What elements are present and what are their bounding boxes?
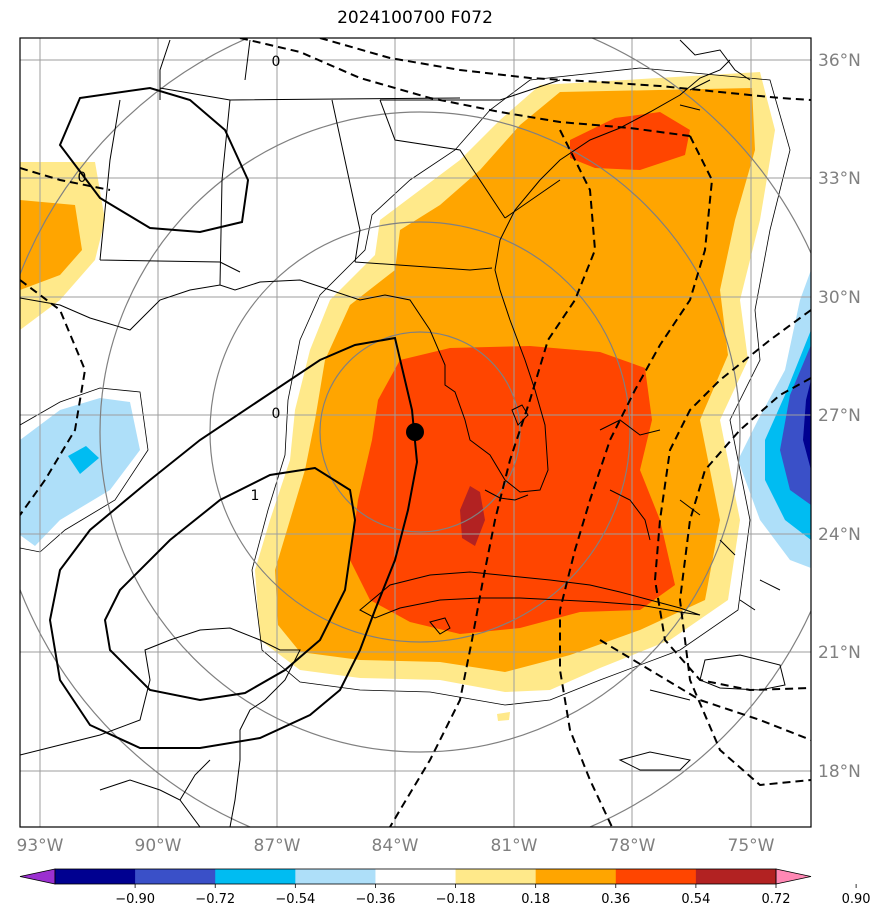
- lon-label: 75°W: [728, 836, 775, 856]
- lat-label: 21°N: [818, 643, 861, 663]
- fill-redorange-main: [350, 346, 675, 634]
- dashed-northwest: [20, 167, 111, 191]
- fill-royalblue-atlantic: [780, 345, 811, 505]
- fill-darkred-spot: [460, 486, 485, 546]
- positive-fill-layer: [20, 72, 775, 721]
- dashed-atlantic: [653, 309, 811, 692]
- bahamas: [599, 419, 781, 701]
- colorbar-label: −0.54: [275, 892, 315, 907]
- contour-one-track: [48, 336, 419, 749]
- colorbar-segment: [55, 869, 136, 884]
- colorbar-segment: [615, 869, 697, 884]
- lat-label: 36°N: [818, 51, 861, 71]
- contour-label-zero-3: 0: [272, 406, 281, 422]
- range-rings: [20, 38, 811, 827]
- dashed-trough-mid: [389, 129, 597, 827]
- contour-one-inner: [103, 466, 357, 702]
- colorbar-label: −0.90: [115, 892, 155, 907]
- map-title: 2024100700 F072: [337, 8, 493, 28]
- colorbar: −0.90 −0.72 −0.54 −0.36 −0.18 0.18 0.36 0.54 0.7…: [19, 868, 871, 907]
- colorbar-label: 0.36: [601, 892, 630, 907]
- longitude-labels: 93°W 90°W 87°W 84°W 81°W 78°W 75°W: [17, 836, 775, 856]
- lat-label: 24°N: [818, 525, 861, 545]
- dashed-ne-ridge: [319, 38, 811, 101]
- keys: [484, 489, 529, 501]
- colorbar-segment: [535, 869, 617, 884]
- lat-label: 27°N: [818, 406, 861, 426]
- fill-yellow-smallspot: [497, 712, 510, 721]
- fill-outline-gulf: [20, 387, 149, 553]
- gulf-coast: [20, 59, 731, 493]
- negative-fill-layer: [20, 270, 811, 568]
- lon-label: 78°W: [609, 836, 656, 856]
- florida-lake: [511, 404, 529, 426]
- colorbar-segment: [455, 869, 537, 884]
- colorbar-extend-left: [19, 868, 56, 885]
- isle-of-youth: [429, 617, 451, 635]
- map-frame: [19, 37, 812, 828]
- jamaica: [618, 751, 692, 771]
- colorbar-extend-right: [775, 868, 812, 885]
- contour-label-zero-2: 0: [78, 170, 87, 186]
- colorbar-segment: [375, 869, 457, 884]
- yucatan-coast: [20, 627, 301, 827]
- fill-cyan-gulf: [68, 446, 99, 474]
- colorbar-segment: [695, 869, 777, 884]
- contour-lines: [48, 86, 419, 749]
- contour-label-zero-1: 0: [272, 54, 281, 70]
- lat-label: 30°N: [818, 288, 861, 308]
- dashed-southeast: [599, 639, 811, 741]
- colorbar-label: 0.72: [762, 892, 791, 907]
- colorbar-label: −0.36: [356, 892, 396, 907]
- colorbar-frame: [54, 868, 777, 885]
- colorbar-label: −0.18: [436, 892, 476, 907]
- colorbar-segment: [135, 869, 216, 884]
- colorbar-segment: [295, 869, 376, 884]
- dashed-atlantic-lower: [678, 377, 811, 787]
- colorbar-label: 0.90: [842, 892, 871, 907]
- contour-zero-north: [58, 86, 250, 234]
- map-area: 0 0 0 1: [20, 38, 811, 827]
- colorbar-label: −0.72: [195, 892, 235, 907]
- dashed-trough-west: [559, 135, 714, 827]
- dashed-north-ridge: [239, 38, 691, 137]
- lon-label: 81°W: [491, 836, 538, 856]
- dashed-contours: [20, 38, 811, 827]
- lon-label: 87°W: [254, 836, 301, 856]
- hispaniola: [699, 654, 786, 691]
- latitude-labels: 36°N 33°N 30°N 27°N 24°N 21°N 18°N: [818, 51, 861, 782]
- lon-label: 90°W: [135, 836, 182, 856]
- fill-redorange-north: [570, 112, 690, 170]
- central-america: [99, 759, 211, 827]
- colorbar-label: 0.54: [681, 892, 710, 907]
- storm-center-marker: [406, 423, 424, 441]
- state-borders: [99, 39, 561, 286]
- gridlines: [20, 38, 811, 827]
- fill-navy-atlantic: [803, 380, 811, 470]
- lon-label: 84°W: [372, 836, 419, 856]
- fill-orange-nw: [20, 200, 82, 290]
- colorbar-segment: [215, 869, 296, 884]
- lon-label: 93°W: [17, 836, 64, 856]
- colorbar-label: 0.18: [521, 892, 550, 907]
- lat-label: 18°N: [818, 762, 861, 782]
- lat-label: 33°N: [818, 169, 861, 189]
- dashed-west: [20, 279, 87, 516]
- contour-label-one: 1: [251, 488, 260, 504]
